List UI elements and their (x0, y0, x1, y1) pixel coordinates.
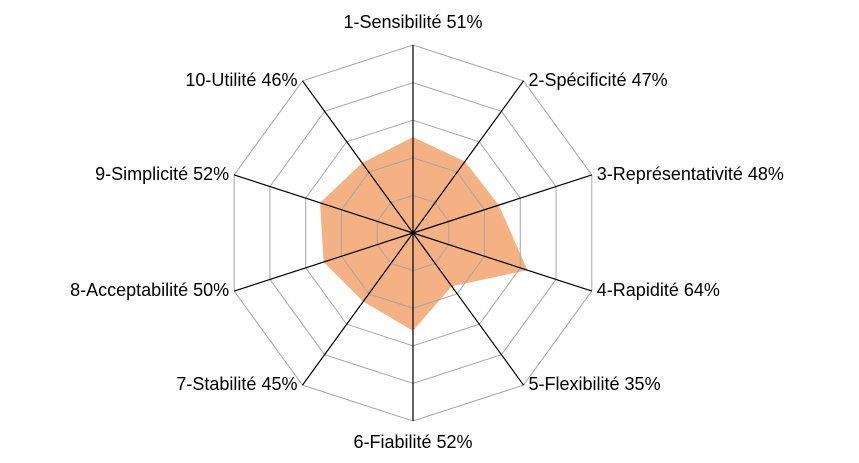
value-label: 52% (193, 164, 229, 184)
axis-label: 3-Représentativité 48% (597, 164, 784, 184)
axis-label: 7-Stabilité 45% (176, 374, 297, 394)
value-label: 64% (684, 280, 720, 300)
spoke (412, 174, 592, 234)
value-label: 50% (193, 280, 229, 300)
category-name: 2-Spécificité (529, 70, 627, 90)
value-label: 45% (261, 374, 297, 394)
axis-label: 10-Utilité 46% (185, 70, 297, 90)
category-name: 10-Utilité (185, 70, 256, 90)
data-area (320, 137, 528, 331)
spoke (412, 232, 524, 386)
category-name: 6-Fiabilité (353, 432, 431, 452)
spoke (412, 80, 524, 234)
category-name: 5-Flexibilité (529, 374, 620, 394)
spoke (412, 232, 592, 292)
value-label: 48% (748, 164, 784, 184)
axis-label: 4-Rapidité 64% (597, 280, 720, 300)
category-name: 8-Acceptabilité (70, 280, 188, 300)
category-name: 4-Rapidité (597, 280, 679, 300)
value-label: 47% (632, 70, 668, 90)
value-label: 35% (625, 374, 661, 394)
axis-label: 9-Simplicité 52% (95, 164, 229, 184)
spoke (302, 232, 414, 386)
category-name: 7-Stabilité (176, 374, 256, 394)
axis-label: 1-Sensibilité 51% (343, 12, 482, 32)
spoke (234, 232, 414, 292)
value-label: 52% (437, 432, 473, 452)
value-label: 46% (261, 70, 297, 90)
axis-label: 2-Spécificité 47% (529, 70, 668, 90)
value-label: 51% (447, 12, 483, 32)
axis-label: 8-Acceptabilité 50% (70, 280, 229, 300)
category-name: 9-Simplicité (95, 164, 188, 184)
axis-label: 5-Flexibilité 35% (529, 374, 661, 394)
spoke (234, 174, 414, 234)
category-name: 3-Représentativité (597, 164, 743, 184)
category-name: 1-Sensibilité (343, 12, 441, 32)
spoke (302, 80, 414, 234)
axis-label: 6-Fiabilité 52% (353, 432, 472, 452)
